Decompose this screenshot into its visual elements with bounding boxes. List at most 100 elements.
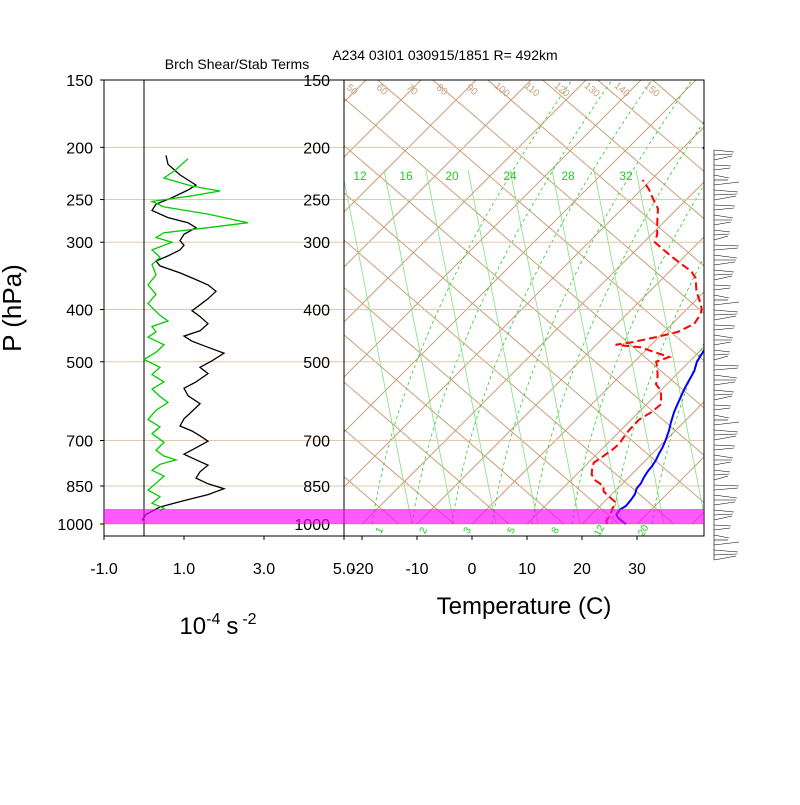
mixing-ratio-line [635,169,704,516]
isotherm-line [344,126,704,488]
isotherm-line [344,80,642,378]
dry-adiabat-line [344,523,345,524]
skew-t-isobars [344,80,704,525]
wind-barb [713,275,733,281]
skew-t-panel: A234 03I01 030915/1851 R= 492km 12 16 20 24… [0,47,800,620]
wind-barb [713,509,735,513]
dry-adiabat-line [486,80,704,267]
mixing-ratio-line [467,169,539,525]
unit-base: 10 [179,613,206,640]
left-y-tick-400: 400 [66,303,93,320]
left-x-tick-5.0: 5.0 [333,561,355,578]
surface-highlight-band [104,509,704,524]
isotherm-label-60: 60 [374,82,390,98]
bottom-label-20: 20 [636,523,651,539]
wind-barb [713,221,732,226]
wind-barb [713,407,731,411]
temp-tick--10: -10 [405,561,428,578]
moist-adiabat-line [531,120,704,525]
wind-barb [713,294,730,299]
isotherm-line [471,291,704,525]
skew-y-tick-500: 500 [303,355,330,372]
dry-adiabat-line [344,334,565,525]
isotherm-line [581,401,704,525]
wind-barb [713,324,736,327]
wind-barb [713,541,740,546]
wind-barb [713,207,735,211]
y-axis-label: P (hPa) [0,264,27,352]
wind-barb [713,155,733,161]
shear-stability-panel: Brch Shear/Stab Terms 150 200 250 300 400 500… [0,56,355,640]
dry-adiabat-line [596,80,704,173]
left-series-line-0 [141,155,227,521]
x-axis-label-units: 10-4 s -2 [179,611,256,640]
dry-adiabat-line [344,428,455,525]
isotherm-line [416,236,704,525]
temp-tick--20: -20 [350,561,373,578]
wind-barb [713,389,735,393]
skew-y-tick-700: 700 [303,434,330,451]
temp-tick-0: 0 [468,561,477,578]
wind-barb [713,421,740,426]
dry-adiabat-line [344,239,675,525]
wind-barb [713,301,740,306]
isotherm-line [344,80,477,213]
temp-tick-20: 20 [573,561,591,578]
temperature-axis-label: Temperature (C) [437,593,612,620]
wind-barb [713,404,732,407]
wind-barb [713,393,734,396]
wind-barb [713,189,739,193]
isotherm-line [344,80,587,323]
wind-barb [713,429,739,433]
wind-barb [713,341,732,346]
unit-exponent: -4 [206,611,220,628]
wind-barb [713,414,730,419]
temperature-tick-labels: -20 -10 0 10 20 30 [350,536,646,578]
wind-barb [713,534,730,539]
isotherm-line [747,80,800,524]
wind-barb [713,461,732,466]
wind-barb [713,473,730,476]
isotherm-line [0,80,311,524]
wind-barb [713,214,734,219]
left-x-tick-3.0: 3.0 [253,561,275,578]
wind-barb [713,261,736,266]
isotherm-line [361,181,704,525]
wind-barb [713,447,735,451]
left-y-tick-1000: 1000 [57,517,93,534]
moist-adiabat-line [451,80,653,525]
mixing-ratio-line [344,178,413,525]
unit-seconds-exponent: -2 [242,611,256,628]
wind-barb [713,355,729,361]
left-y-tick-850: 850 [66,479,93,496]
wind-barb [713,381,736,386]
wind-barb [713,149,735,153]
left-y-tick-150: 150 [66,73,93,90]
isotherm-label-100: 100 [492,81,512,100]
dry-adiabat-line [344,476,400,525]
isotherm-label-90: 90 [464,82,480,98]
bottom-label-1: 1 [374,525,387,536]
bottom-label-3: 3 [462,525,475,536]
mixing-ratio-line [425,169,497,525]
temp-tick-10: 10 [518,561,536,578]
wind-barb [713,353,730,356]
wind-barb [713,374,738,379]
wind-barb [713,469,731,473]
isotherm-line [691,511,704,525]
wind-barb [713,287,731,291]
mixing-ratio-line [383,169,455,525]
left-y-tick-250: 250 [66,193,93,210]
wind-barb [713,524,732,527]
left-x-tick-labels: -1.0 1.0 3.0 5.0 [90,536,355,578]
bottom-label-5: 5 [506,525,519,536]
wind-barb [713,167,731,171]
wind-barb [713,549,739,553]
isotherm-label-140: 140 [612,81,632,100]
wind-barb [713,364,740,367]
dry-adiabat-line [541,80,704,220]
wind-barb [713,233,730,236]
